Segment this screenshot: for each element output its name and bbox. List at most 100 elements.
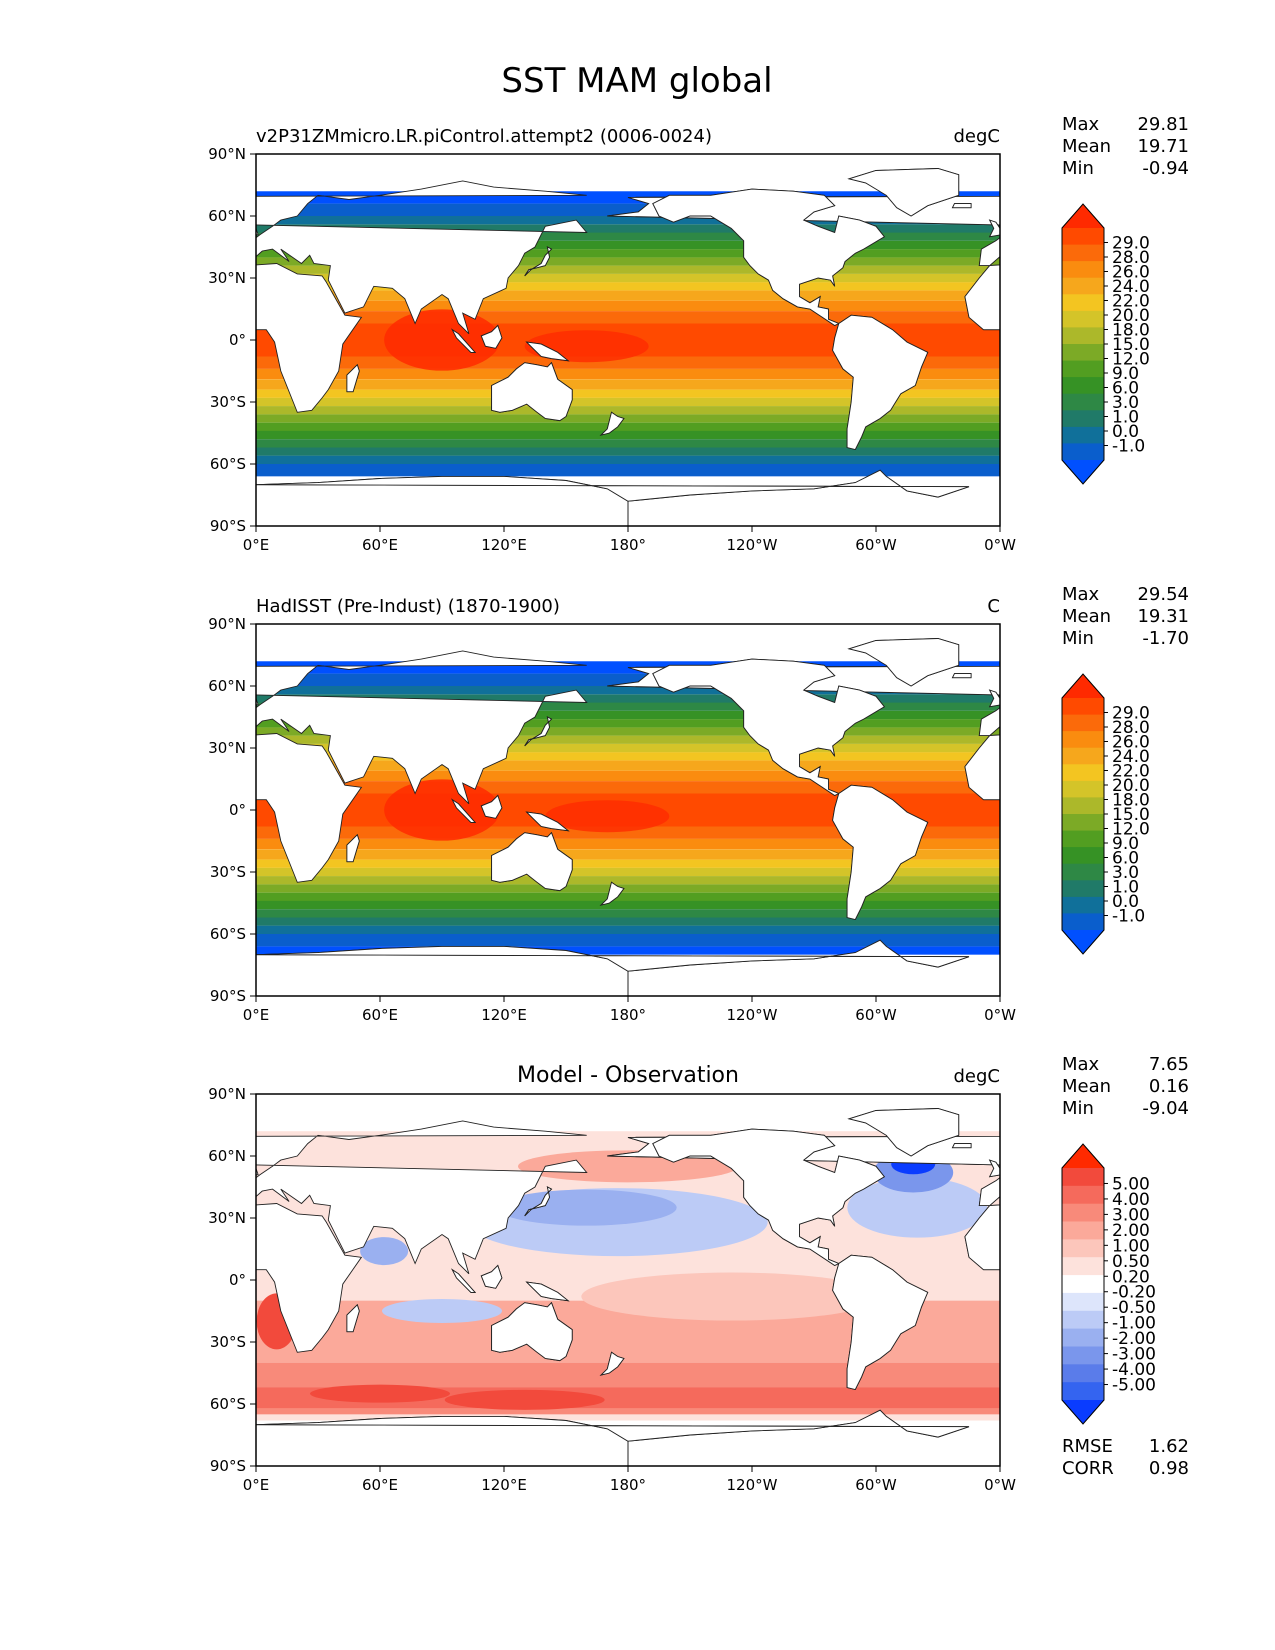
y-tick-label: 90°N	[208, 145, 246, 163]
y-tick-label: 30°N	[208, 269, 246, 287]
continent-outline	[652, 188, 885, 327]
footer-stat-value: 0.98	[1149, 1458, 1189, 1479]
continent-outline	[1196, 330, 1219, 353]
stat-label: Max	[1062, 584, 1100, 605]
colorbar-label: -2.00	[1112, 1329, 1156, 1349]
continent-outline	[0, 940, 225, 996]
continent-outline	[89, 1255, 184, 1389]
continent-outline	[1225, 326, 1246, 349]
continent-outline	[0, 1410, 225, 1466]
continent-outline	[951, 1143, 972, 1149]
colorbar-label: 24.0	[1112, 277, 1150, 297]
continent-outline	[832, 784, 929, 921]
diff-region	[382, 1299, 502, 1323]
colorbar-swatch	[1062, 1203, 1104, 1222]
continent-outline	[988, 1159, 1000, 1178]
colorbar-label: 28.0	[1112, 248, 1150, 268]
stat-label: Max	[1062, 1054, 1100, 1075]
colorbar-swatch	[1062, 896, 1104, 914]
y-tick-label: 90°S	[210, 987, 246, 1005]
panel-difference: Model - Observation degC 90°N 60°N 30°N 0° 3…	[0, 1063, 1246, 1494]
colorbar-label: 29.0	[1112, 704, 1150, 724]
colorbar-swatch	[1062, 377, 1104, 395]
x-tick-label: 120°E	[481, 1006, 527, 1024]
continent-outline	[1225, 796, 1246, 819]
continent-outline	[1269, 247, 1275, 276]
colorbar-label: -4.00	[1112, 1360, 1156, 1380]
diff-region	[360, 1237, 409, 1266]
continent-outline	[999, 484, 1000, 486]
continent-outline	[599, 1351, 625, 1376]
colorbar-label: 0.0	[1112, 422, 1139, 442]
continent-outline	[1196, 800, 1219, 823]
continent-outline	[256, 469, 970, 526]
continent-outline	[0, 1129, 140, 1265]
sst-band	[256, 397, 1000, 407]
sst-band	[256, 430, 1000, 440]
colorbar-swatch	[1062, 277, 1104, 295]
colorbar-swatch	[1062, 747, 1104, 765]
x-tick-label: 0°E	[243, 1476, 270, 1494]
stat-value: -0.94	[1142, 158, 1189, 179]
continent-outline	[951, 673, 972, 679]
colorbar-swatch	[1062, 1328, 1104, 1347]
colorbar-outline	[1061, 1143, 1105, 1425]
y-tick-label: 90°S	[210, 1457, 246, 1475]
map-area	[256, 154, 1275, 526]
warm-pool	[384, 309, 500, 371]
x-tick-label: 120°E	[481, 536, 527, 554]
colorbar-swatch	[1062, 244, 1104, 262]
colorbar-swatch	[1062, 1239, 1104, 1258]
sst-band	[256, 406, 1000, 415]
map-area	[0, 1094, 1246, 1466]
x-tick-label: 60°W	[855, 536, 897, 554]
colorbar-label: 5.00	[1112, 1174, 1150, 1194]
sst-band	[256, 892, 1000, 901]
colorbar-swatch	[1062, 1292, 1104, 1312]
continent-outline	[346, 1303, 360, 1333]
continent-outline	[524, 1186, 553, 1217]
colorbar-extend-max	[1062, 674, 1104, 698]
panel-observation-side: Max 29.54 Mean 19.31 Min -1.70 29.028.026.024.…	[1061, 584, 1189, 955]
sst-band	[256, 925, 1000, 934]
colorbar-swatch	[1062, 1275, 1104, 1294]
sst-band	[256, 781, 1000, 794]
colorbar-label: 0.50	[1112, 1252, 1150, 1272]
colorbar-swatch	[1062, 830, 1104, 848]
colorbar-swatch	[1062, 1346, 1104, 1365]
x-tick-label: 120°W	[727, 1476, 778, 1494]
sst-band	[256, 422, 1000, 431]
continent-outline	[89, 785, 184, 919]
footer-stat-label: CORR	[1062, 1458, 1114, 1479]
continent-outline	[451, 1268, 477, 1293]
sst-band	[256, 884, 1000, 893]
continent-outline	[105, 1109, 215, 1157]
colorbar-swatch	[1062, 1382, 1104, 1401]
continent-outline	[1271, 342, 1275, 361]
continent-outline	[1236, 833, 1275, 891]
continent-outline	[1225, 1266, 1246, 1289]
colorbar-extend-max	[1062, 1144, 1104, 1168]
x-tick-label: 60°E	[362, 536, 398, 554]
axis-ticks: 90°N 60°N 30°N 0° 30°S 60°S 90°S0°E 60°E 120°E 18…	[208, 1085, 1016, 1494]
panel-center-title: Model - Observation	[517, 1063, 739, 1088]
x-tick-label: 60°W	[855, 1476, 897, 1494]
stat-value: 29.81	[1137, 114, 1189, 135]
colorbar-label: 6.0	[1112, 379, 1139, 399]
sst-band	[256, 232, 1000, 241]
stat-label: Min	[1062, 1098, 1094, 1119]
colorbar-label: -5.00	[1112, 1376, 1156, 1396]
stat-label: Mean	[1062, 136, 1111, 157]
colorbar-label: 9.0	[1112, 834, 1139, 854]
colorbar-swatch	[1062, 1185, 1104, 1205]
x-tick-label: 180°	[610, 1476, 646, 1494]
warm-pool	[940, 325, 998, 346]
stat-label: Min	[1062, 628, 1094, 649]
sst-band	[256, 257, 1000, 266]
continent-outline	[451, 798, 477, 823]
continent-outline	[256, 263, 363, 413]
x-tick-label: 120°W	[727, 536, 778, 554]
colorbar-swatch	[1062, 880, 1104, 898]
continent-outline	[1236, 363, 1275, 421]
continent-outline	[480, 324, 503, 349]
